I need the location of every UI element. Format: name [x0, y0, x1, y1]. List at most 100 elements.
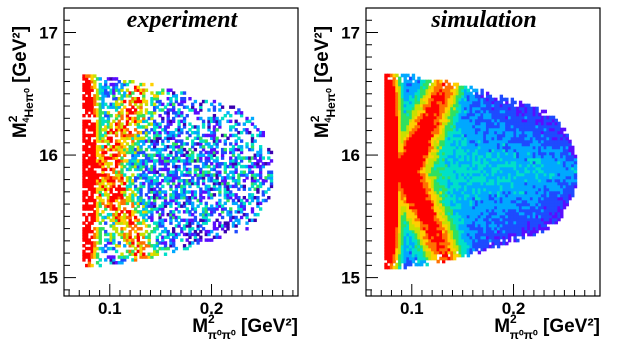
heat-cell — [254, 219, 257, 222]
y-tick-label: 17 — [39, 24, 58, 43]
heat-cell — [267, 196, 270, 199]
heat-cell — [215, 156, 218, 159]
heat-cell — [180, 111, 183, 114]
heat-cell — [426, 263, 429, 267]
heat-cell — [99, 264, 102, 267]
heat-cell — [99, 77, 102, 80]
heat-cell — [221, 105, 224, 108]
heat-cell — [229, 114, 232, 117]
heat-cell — [188, 97, 191, 100]
heat-cell — [270, 159, 273, 162]
heat-cell — [177, 210, 180, 213]
heat-cell — [218, 171, 221, 174]
heat-cell — [207, 219, 210, 222]
heat-cell — [191, 202, 194, 205]
heat-cell — [259, 207, 262, 210]
heat-cell — [213, 100, 216, 103]
heat-cell — [232, 105, 235, 108]
heat-cell — [240, 111, 243, 114]
heat-cell — [150, 83, 153, 86]
heat-cell — [475, 89, 478, 93]
heat-cell — [240, 139, 243, 142]
heat-cell — [118, 241, 121, 244]
heat-cell — [245, 227, 248, 230]
heat-cell — [194, 190, 197, 193]
heat-cell — [245, 213, 248, 216]
heat-cell — [145, 89, 148, 92]
heat-cell — [161, 89, 164, 92]
heat-cell — [131, 80, 134, 83]
heat-cell — [251, 117, 254, 120]
heat-cell — [194, 100, 197, 103]
heat-cell — [516, 239, 519, 243]
heat-cell — [215, 151, 218, 154]
heat-cell — [229, 120, 232, 123]
heat-cell — [205, 100, 208, 103]
heat-cell — [186, 114, 189, 117]
heat-cell — [205, 202, 208, 205]
heat-cell — [262, 156, 265, 159]
heat-cell — [109, 162, 112, 165]
heat-cell — [270, 171, 273, 174]
heat-cell — [183, 91, 186, 94]
heat-cell — [175, 247, 178, 250]
heatmap-cells — [82, 74, 273, 267]
heat-cell — [513, 101, 516, 105]
heat-cell — [145, 100, 148, 103]
heat-cell — [183, 97, 186, 100]
heat-cell — [164, 253, 167, 256]
heat-cell — [115, 250, 118, 253]
heat-cell — [164, 241, 167, 244]
heat-cell — [202, 120, 205, 123]
heat-cell — [254, 139, 257, 142]
heat-cell — [194, 148, 197, 151]
heatmap-cells — [384, 74, 577, 270]
y-tick-label: 16 — [39, 146, 58, 165]
heat-cell — [505, 98, 508, 102]
heat-cell — [161, 117, 164, 120]
heat-cell — [207, 108, 210, 111]
heat-cell — [213, 105, 216, 108]
heat-cell — [177, 165, 180, 168]
heat-cell — [112, 255, 115, 258]
heat-cell — [218, 139, 221, 142]
heat-cell — [123, 100, 126, 103]
y-axis-ticks — [64, 20, 76, 290]
heat-cell — [139, 227, 142, 230]
heat-cell — [224, 148, 227, 151]
heat-cell — [164, 219, 167, 222]
heat-cell — [237, 122, 240, 125]
heat-cell — [412, 74, 415, 78]
heat-cell — [196, 125, 199, 128]
heat-cell — [188, 168, 191, 171]
heat-cell — [202, 196, 205, 199]
heat-cell — [256, 196, 259, 199]
heat-cell — [194, 216, 197, 219]
heat-cell — [115, 227, 118, 230]
heat-cell — [218, 236, 221, 239]
heat-cell — [186, 142, 189, 145]
heat-cell — [256, 213, 259, 216]
heat-cell — [161, 185, 164, 188]
heat-cell — [262, 131, 265, 134]
heat-cell — [240, 145, 243, 148]
heat-cell — [109, 114, 112, 117]
heat-cell — [99, 258, 102, 261]
heat-cell — [109, 137, 112, 140]
heat-cell — [245, 142, 248, 145]
heat-cell — [243, 185, 246, 188]
heat-cell — [270, 151, 273, 154]
heat-cell — [101, 199, 104, 202]
heat-cell — [148, 224, 151, 227]
heat-cell — [90, 264, 93, 267]
heat-cell — [235, 230, 238, 233]
heat-cell — [142, 83, 145, 86]
heat-cell — [251, 134, 254, 137]
heat-cell — [104, 221, 107, 224]
heat-cell — [96, 253, 99, 256]
